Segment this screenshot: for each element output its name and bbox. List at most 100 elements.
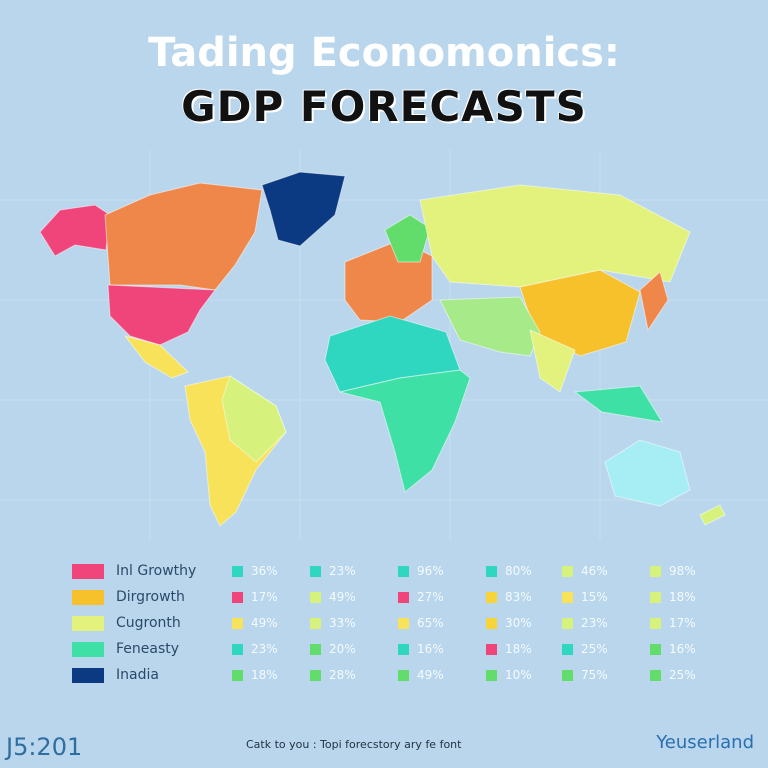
- legend-item: Dirgrowth: [72, 589, 185, 605]
- cell-swatch: [232, 669, 243, 681]
- footer-code: J5:201: [6, 733, 83, 761]
- table-cell-text: 30%: [505, 616, 532, 630]
- table-cell-text: 15%: [581, 590, 608, 604]
- table-cell: 20%: [310, 642, 356, 656]
- table-cell: 17%: [232, 590, 278, 604]
- table-cell-text: 98%: [669, 564, 696, 578]
- table-cell-text: 23%: [581, 616, 608, 630]
- table-cell-text: 25%: [581, 642, 608, 656]
- russia: [419, 184, 691, 288]
- greenland: [261, 171, 346, 247]
- cell-swatch: [486, 669, 497, 681]
- legend-item: Inadia: [72, 667, 159, 683]
- cell-swatch: [398, 643, 409, 655]
- cell-swatch: [650, 565, 661, 577]
- table-cell: 15%: [562, 590, 608, 604]
- cell-swatch: [486, 565, 497, 577]
- cell-swatch: [232, 617, 243, 629]
- legend-item-text: Inadia: [116, 667, 159, 683]
- table-cell-text: 75%: [581, 668, 608, 682]
- table-cell: 25%: [650, 668, 696, 682]
- cell-swatch: [562, 669, 573, 681]
- table-cell-text: 17%: [251, 590, 278, 604]
- southeast-asia: [573, 385, 663, 423]
- legend-swatch: [72, 667, 104, 683]
- table-cell: 30%: [486, 616, 532, 630]
- table-cell-text: 49%: [417, 668, 444, 682]
- cell-swatch: [232, 643, 243, 655]
- table-cell-text: 28%: [329, 668, 356, 682]
- legend-swatch: [72, 615, 104, 631]
- table-cell: 16%: [650, 642, 696, 656]
- table-cell-text: 83%: [505, 590, 532, 604]
- table-cell-text: 10%: [505, 668, 532, 682]
- title: Tading Economonics:: [148, 30, 620, 76]
- usa: [107, 284, 216, 346]
- table-cell-text: 80%: [505, 564, 532, 578]
- table-cell: 33%: [310, 616, 356, 630]
- table-cell: 65%: [398, 616, 444, 630]
- table-cell: 83%: [486, 590, 532, 604]
- cell-swatch: [398, 617, 409, 629]
- table-cell-text: 20%: [329, 642, 356, 656]
- table-cell-text: 49%: [251, 616, 278, 630]
- table-cell-text: 18%: [251, 668, 278, 682]
- table-cell: 96%: [398, 564, 444, 578]
- alaska: [39, 204, 111, 257]
- table-cell-text: 18%: [669, 590, 696, 604]
- table-cell-text: 17%: [669, 616, 696, 630]
- footer-note: Catk to you : Topi forecstory ary fe fon…: [246, 738, 462, 751]
- cell-swatch: [398, 591, 409, 603]
- table-cell-text: 36%: [251, 564, 278, 578]
- cell-swatch: [398, 565, 409, 577]
- table-cell-text: 65%: [417, 616, 444, 630]
- mexico: [123, 335, 189, 379]
- middle-east: [439, 296, 541, 357]
- table-cell-text: 27%: [417, 590, 444, 604]
- subtitle: GDP FORECASTS: [181, 82, 587, 131]
- legend-item-text: Cugronth: [116, 615, 181, 631]
- india: [529, 329, 576, 393]
- table-cell: 18%: [650, 590, 696, 604]
- table-cell-text: 23%: [251, 642, 278, 656]
- table-cell: 10%: [486, 668, 532, 682]
- table-cell-text: 16%: [417, 642, 444, 656]
- legend-swatch: [72, 589, 104, 605]
- brand: Yeuserland: [656, 732, 754, 753]
- cell-swatch: [232, 565, 243, 577]
- table-cell-text: 25%: [669, 668, 696, 682]
- cell-swatch: [650, 617, 661, 629]
- table-cell: 46%: [562, 564, 608, 578]
- table-cell-text: 23%: [329, 564, 356, 578]
- table-cell: 98%: [650, 564, 696, 578]
- cell-swatch: [562, 591, 573, 603]
- brazil: [221, 375, 287, 463]
- canada: [104, 182, 263, 291]
- table-cell: 49%: [310, 590, 356, 604]
- table-cell: 27%: [398, 590, 444, 604]
- legend-swatch: [72, 563, 104, 579]
- table-cell: 23%: [310, 564, 356, 578]
- table-cell: 18%: [486, 642, 532, 656]
- legend-item-text: Inl Growthy: [116, 563, 197, 579]
- cell-swatch: [310, 617, 321, 629]
- new-zealand: [699, 504, 726, 526]
- cell-swatch: [310, 643, 321, 655]
- table-cell: 28%: [310, 668, 356, 682]
- table-cell: 25%: [562, 642, 608, 656]
- table-cell-text: 16%: [669, 642, 696, 656]
- cell-swatch: [398, 669, 409, 681]
- table-cell: 75%: [562, 668, 608, 682]
- japan: [639, 271, 669, 332]
- table-cell: 80%: [486, 564, 532, 578]
- cell-swatch: [486, 643, 497, 655]
- table-cell-text: 46%: [581, 564, 608, 578]
- table-cell-text: 96%: [417, 564, 444, 578]
- cell-swatch: [310, 591, 321, 603]
- scandinavia: [384, 214, 431, 263]
- table-cell-text: 49%: [329, 590, 356, 604]
- legend-item-text: Dirgrowth: [116, 589, 185, 605]
- table-cell: 23%: [562, 616, 608, 630]
